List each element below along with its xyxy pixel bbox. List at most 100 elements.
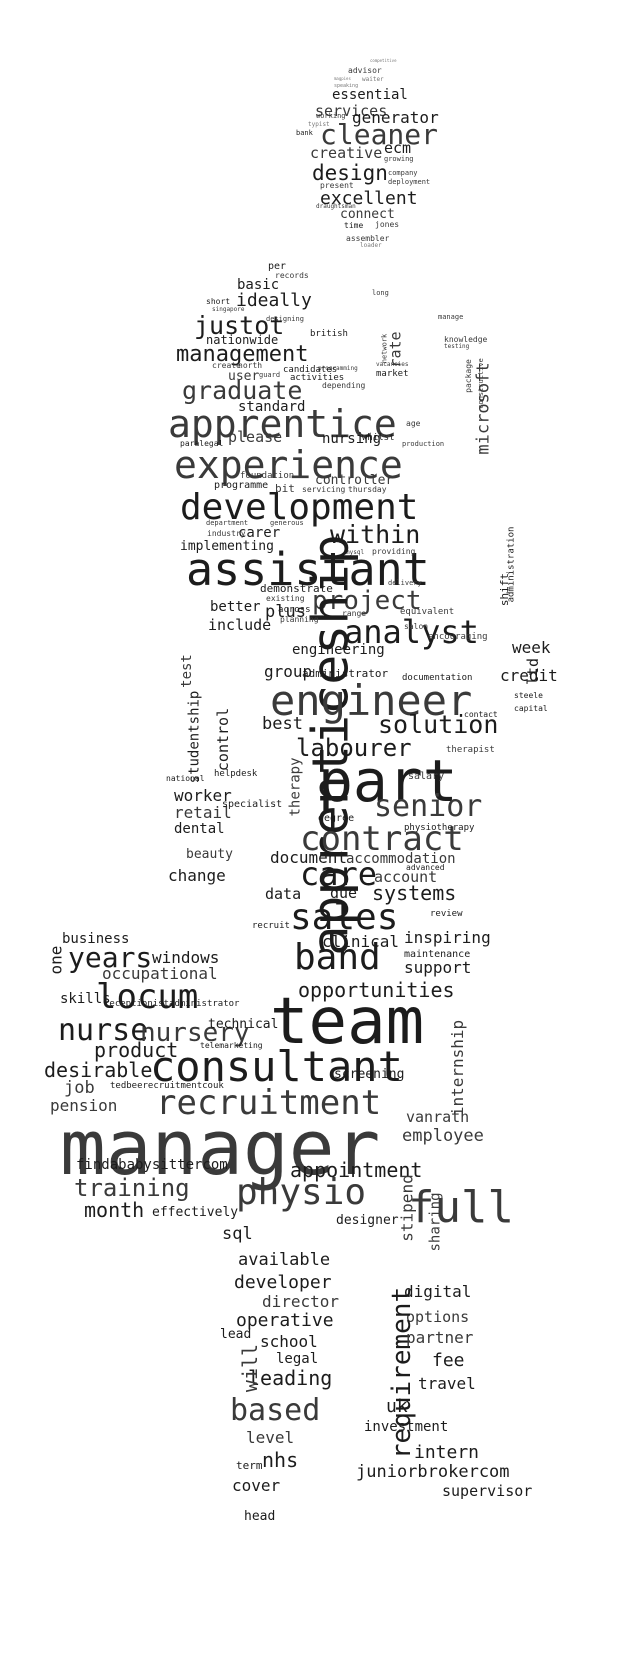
- word: pension: [50, 1096, 118, 1115]
- word: department: [206, 519, 249, 527]
- word: draughtsman: [316, 203, 356, 210]
- word: consultant: [150, 1042, 403, 1091]
- word: records: [275, 271, 309, 280]
- word: analyst: [344, 613, 479, 651]
- word: testing: [444, 343, 470, 350]
- word: bank: [296, 129, 313, 137]
- word: british: [310, 329, 348, 339]
- word: ecm: [384, 139, 412, 157]
- word: vacancies: [376, 361, 409, 368]
- word: full: [408, 1182, 514, 1233]
- word: receptionistadministrator: [104, 999, 240, 1009]
- word: one: [46, 945, 66, 975]
- word: systems: [372, 881, 457, 905]
- word: waiter: [362, 76, 384, 83]
- word: speaking: [334, 83, 359, 89]
- word: singapore: [212, 306, 245, 313]
- word: part: [318, 747, 458, 815]
- word: operative: [236, 1310, 334, 1331]
- word: appointment: [290, 1158, 423, 1182]
- word: range: [342, 609, 367, 618]
- word: controller: [315, 473, 394, 488]
- word: programming: [318, 365, 358, 372]
- word: years: [68, 941, 153, 974]
- word: beauty: [186, 847, 233, 862]
- word: graduate: [182, 376, 303, 405]
- word: investment: [364, 1419, 449, 1435]
- word: designer: [336, 1213, 399, 1228]
- word: within: [330, 520, 421, 549]
- word: delivery: [388, 579, 422, 587]
- word: worker: [174, 786, 232, 805]
- word: physio: [236, 1172, 367, 1213]
- word: change: [168, 866, 226, 885]
- word: capital: [514, 704, 548, 713]
- word: contact: [464, 710, 498, 719]
- word: physiotherapy: [404, 823, 475, 833]
- word: ideally: [236, 290, 312, 311]
- word: data: [265, 885, 302, 903]
- word: shift: [498, 572, 512, 607]
- word: recruitment: [156, 1083, 382, 1123]
- word: providing: [372, 547, 416, 556]
- word: demonstrate: [260, 582, 333, 595]
- word: control: [214, 707, 233, 772]
- word: findababysittercom: [76, 1157, 228, 1173]
- word: encouraging: [428, 632, 488, 642]
- word: digital: [404, 1282, 472, 1301]
- word: production: [402, 440, 445, 448]
- word: documentation: [402, 673, 473, 683]
- word: connect: [340, 207, 395, 222]
- word: group: [264, 662, 313, 681]
- word: bit: [275, 482, 295, 495]
- word: company: [388, 169, 418, 177]
- word: sales: [290, 897, 399, 938]
- word: developer: [234, 1272, 332, 1293]
- word: thursday: [348, 485, 387, 494]
- word: technical: [208, 1017, 279, 1032]
- word: head: [244, 1509, 276, 1524]
- word: growing: [384, 155, 414, 163]
- word: recruit: [252, 921, 290, 931]
- word: level: [246, 1428, 295, 1447]
- word: whilst: [362, 433, 395, 443]
- word: senior: [374, 789, 483, 824]
- word: loader: [360, 242, 382, 249]
- word: salary: [408, 771, 445, 782]
- word: activities: [290, 373, 345, 383]
- word: user: [228, 369, 260, 384]
- word: stipend: [397, 1174, 417, 1242]
- word: specialist: [222, 799, 283, 810]
- word: management: [176, 342, 309, 367]
- word: month: [84, 1198, 145, 1222]
- word: lead: [220, 1327, 252, 1342]
- word: leading: [248, 1366, 333, 1390]
- word: competitive: [370, 58, 397, 63]
- word: assistant: [186, 543, 430, 596]
- word: time: [344, 221, 364, 230]
- word: studentship: [186, 690, 203, 784]
- word: constructive: [476, 358, 485, 409]
- word: short: [206, 297, 231, 306]
- word: maintenance: [404, 949, 471, 960]
- word: advisor: [348, 66, 382, 75]
- word: will: [238, 1343, 263, 1393]
- word: options: [406, 1308, 470, 1326]
- word: servicing: [302, 485, 346, 494]
- word: tedbeerecruitmentcouk: [110, 1081, 224, 1091]
- word: design: [312, 161, 388, 185]
- word: desirable: [44, 1058, 153, 1082]
- word: plus: [265, 602, 306, 622]
- word: creative: [310, 144, 383, 162]
- word: excellent: [320, 188, 418, 209]
- word: partner: [406, 1328, 474, 1347]
- word: salon: [404, 622, 429, 631]
- word: director: [262, 1292, 340, 1311]
- word: skills: [60, 991, 111, 1007]
- word: nurse: [58, 1013, 149, 1048]
- word: cleaner: [320, 118, 439, 151]
- word: account: [374, 868, 438, 886]
- word: mysql: [346, 549, 365, 556]
- word: foundation: [240, 471, 295, 481]
- word: nursery: [140, 1018, 250, 1048]
